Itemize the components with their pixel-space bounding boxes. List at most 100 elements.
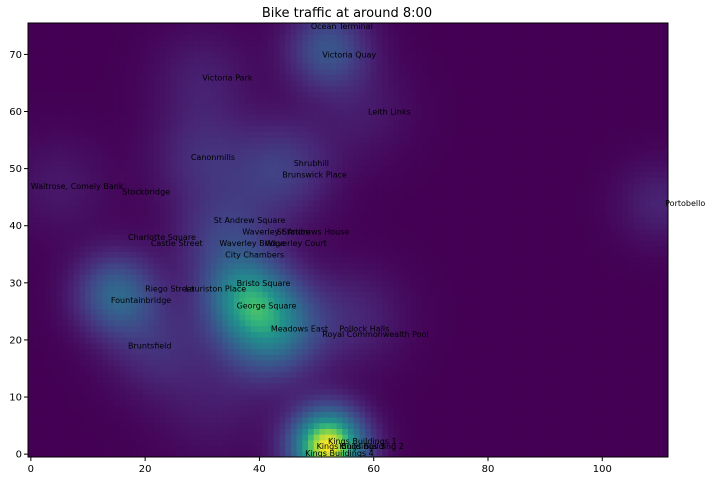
heatmap-cell (148, 137, 155, 144)
heatmap-cell (228, 102, 235, 110)
heatmap-cell (79, 399, 86, 407)
heatmap-cell (68, 405, 75, 412)
heatmap-cell (119, 182, 126, 190)
heatmap-cell (108, 354, 115, 361)
heatmap-cell (273, 211, 280, 218)
heatmap-cell (370, 422, 378, 429)
heatmap-cell (182, 451, 189, 457)
heatmap-cell (188, 45, 195, 53)
heatmap-cell (96, 120, 103, 127)
heatmap-cell (228, 222, 235, 230)
heatmap-cell (85, 57, 92, 64)
heatmap-cell (382, 262, 389, 270)
heatmap-cell (273, 137, 280, 144)
heatmap-cell (285, 302, 292, 310)
heatmap-cell (376, 217, 383, 224)
heatmap-cell (279, 314, 286, 321)
heatmap-cell (245, 91, 252, 98)
heatmap-cell (365, 142, 372, 150)
heatmap-cell (370, 428, 378, 435)
heatmap-cell (148, 399, 155, 407)
heatmap-cell (136, 40, 143, 47)
heatmap-cell (268, 388, 275, 395)
heatmap-cell (125, 51, 132, 58)
heatmap-cell (313, 388, 320, 395)
heatmap-cell (159, 319, 166, 327)
heatmap-cell (239, 291, 246, 298)
heatmap-cell (319, 365, 326, 372)
heatmap-cell (176, 222, 183, 230)
heatmap-cell (325, 188, 332, 195)
heatmap-cell (119, 200, 126, 207)
heatmap-cell (313, 222, 320, 230)
heatmap-cell (28, 40, 35, 47)
heatmap-cell (113, 417, 120, 424)
heatmap-cell (376, 74, 383, 81)
heatmap-cell (296, 445, 303, 452)
heatmap-cell (296, 28, 303, 35)
heatmap-cell (296, 62, 303, 70)
heatmap-cell (376, 342, 383, 349)
heatmap-cell (399, 365, 406, 372)
heatmap-cell (108, 257, 115, 264)
heatmap-cell (342, 91, 349, 98)
heatmap-cell (79, 34, 86, 41)
heatmap-cell (62, 74, 69, 81)
heatmap-cell (56, 365, 63, 372)
heatmap-cell (136, 120, 143, 127)
heatmap-cell (216, 411, 223, 418)
heatmap-cell (262, 62, 269, 70)
heatmap-cell (176, 359, 183, 367)
heatmap-cell (113, 182, 120, 190)
heatmap-cell (279, 285, 286, 292)
heatmap-cell (108, 428, 115, 435)
heatmap-cell (182, 411, 189, 418)
heatmap-cell (85, 177, 92, 184)
heatmap-cell (302, 68, 309, 75)
heatmap-cell (165, 434, 172, 441)
heatmap-cell (148, 377, 155, 384)
heatmap-cell (205, 297, 212, 304)
heatmap-cell (90, 405, 98, 412)
heatmap-cell (45, 177, 52, 184)
heatmap-cell (79, 285, 86, 292)
heatmap-cell (273, 285, 280, 292)
heatmap-cell (222, 251, 229, 258)
heatmap-cell (50, 394, 58, 401)
heatmap-cell (365, 188, 372, 195)
heatmap-cell (39, 85, 46, 93)
heatmap-cell (119, 177, 126, 184)
heatmap-cell (399, 319, 406, 327)
heatmap-cell (108, 337, 115, 344)
heatmap-cell (399, 160, 406, 167)
heatmap-cell (68, 382, 75, 389)
heatmap-cell (210, 137, 218, 144)
heatmap-cell (239, 28, 246, 35)
heatmap-cell (142, 274, 149, 281)
heatmap-cell (119, 108, 126, 115)
heatmap-cell (308, 120, 315, 127)
heatmap-cell (165, 331, 172, 338)
heatmap-cell (279, 399, 286, 407)
heatmap-cell (330, 51, 338, 58)
heatmap-cell (302, 114, 309, 121)
heatmap-cell (125, 34, 132, 41)
heatmap-cell (388, 359, 395, 367)
heatmap-cell (79, 245, 86, 252)
heatmap-cell (256, 371, 263, 378)
heatmap-cell (285, 97, 292, 104)
heatmap-cell (33, 439, 40, 447)
heatmap-cell (199, 268, 206, 275)
heatmap-cell (256, 234, 263, 241)
heatmap-cell (68, 182, 75, 190)
heatmap-cell (308, 319, 315, 327)
heatmap-cell (182, 377, 189, 384)
heatmap-cell (210, 325, 218, 332)
heatmap-cell (302, 142, 309, 150)
heatmap-cell (79, 114, 86, 121)
heatmap-cell (302, 308, 309, 315)
heatmap-cell (365, 439, 372, 447)
heatmap-cell (256, 182, 263, 190)
heatmap-cell (382, 34, 389, 41)
heatmap-cell (256, 205, 263, 212)
